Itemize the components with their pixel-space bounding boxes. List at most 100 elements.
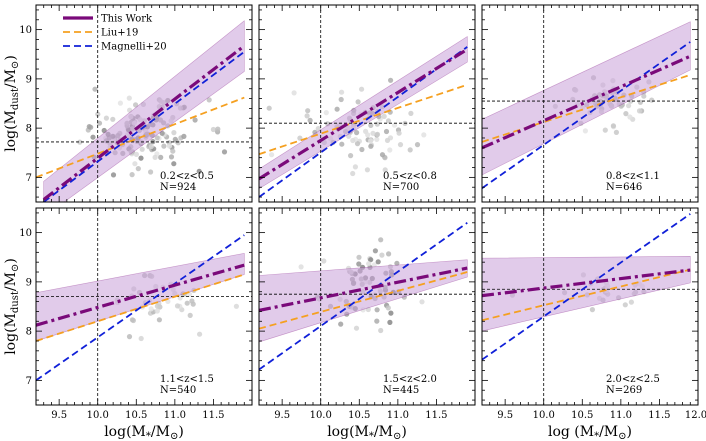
x-axis-label: log(M*/M⊙)	[104, 424, 184, 441]
panel-count-label: N=646	[606, 182, 642, 193]
data-point	[129, 172, 135, 178]
x-tick-label: 9.5	[51, 410, 67, 421]
data-point	[148, 143, 154, 150]
x-tick-label: 10.5	[571, 410, 593, 421]
y-tick-label: 10	[19, 25, 32, 36]
data-point	[152, 154, 158, 160]
y-tick-label: 7	[26, 376, 32, 387]
data-point	[356, 254, 362, 260]
data-point	[374, 318, 380, 324]
data-point	[636, 108, 643, 114]
panel-plot-area	[36, 208, 252, 405]
data-point	[170, 148, 176, 154]
magnelli20-line	[36, 234, 245, 382]
data-point	[364, 167, 370, 173]
x-tick-label: 10.0	[533, 410, 555, 421]
data-point	[387, 147, 393, 153]
data-point	[414, 142, 421, 148]
this-work-confidence-band	[482, 21, 691, 176]
data-point	[197, 331, 203, 337]
data-point	[338, 96, 344, 103]
data-point	[421, 132, 427, 138]
data-point	[92, 86, 98, 92]
data-point	[386, 251, 392, 257]
data-point	[353, 325, 360, 331]
panel-redshift-label: 0.8<z<1.1	[606, 171, 660, 182]
panel-3: 0.8<z<1.1N=646	[481, 4, 699, 203]
liu19-line	[482, 268, 691, 322]
this-work-line	[42, 44, 246, 201]
panel-count-label: N=700	[383, 182, 419, 193]
data-point	[388, 77, 394, 83]
x-tick-label: 11.5	[648, 410, 670, 421]
this-work-line	[482, 268, 691, 298]
data-point	[156, 317, 162, 323]
data-point	[397, 142, 404, 148]
x-tick-label: 11.0	[610, 410, 632, 421]
data-point	[315, 126, 321, 132]
data-point	[138, 335, 144, 342]
data-point	[381, 113, 387, 119]
data-point	[388, 310, 394, 316]
data-point	[627, 114, 633, 120]
data-point	[103, 115, 109, 121]
y-axis-label: log(Mdust/M⊙)	[3, 258, 21, 355]
data-point	[221, 149, 228, 155]
data-point	[192, 117, 198, 123]
y-tick-label: 8	[26, 124, 32, 135]
data-point	[374, 307, 380, 313]
data-point	[154, 303, 160, 309]
data-point	[323, 110, 329, 116]
data-point	[135, 166, 141, 172]
data-point	[613, 129, 620, 135]
panel-redshift-label: 0.2<z<0.5	[160, 171, 214, 182]
data-point	[419, 299, 425, 305]
data-point	[95, 111, 101, 117]
data-point	[368, 138, 374, 144]
data-point	[602, 127, 608, 133]
data-point	[187, 312, 193, 318]
panel-plot-area	[36, 5, 252, 202]
data-point	[623, 111, 629, 117]
x-tick-label: 10.5	[125, 410, 147, 421]
data-point	[350, 170, 356, 177]
x-tick-label: 10.0	[310, 410, 332, 421]
data-point	[148, 306, 154, 312]
data-point	[138, 155, 144, 161]
data-point	[291, 90, 297, 96]
data-point	[174, 303, 181, 309]
data-point	[233, 303, 239, 309]
data-point	[352, 164, 358, 170]
data-point	[96, 120, 103, 126]
this-work-line	[482, 54, 691, 150]
panel-plot-area	[259, 5, 475, 202]
data-point	[339, 141, 345, 147]
panel-redshift-label: 0.5<z<0.8	[383, 171, 437, 182]
data-point	[129, 317, 135, 323]
liu19-line	[36, 273, 245, 342]
data-point	[356, 261, 362, 267]
x-tick-label: 11.0	[164, 410, 186, 421]
data-point	[154, 135, 160, 141]
data-point	[210, 126, 216, 133]
data-point	[628, 299, 635, 305]
data-point	[126, 95, 132, 101]
data-point	[385, 305, 391, 311]
data-point	[610, 123, 617, 129]
data-point	[378, 237, 384, 243]
liu19-line	[482, 74, 691, 143]
data-point	[379, 152, 386, 158]
data-point	[168, 154, 175, 160]
data-point	[366, 261, 372, 267]
data-point	[77, 139, 83, 145]
data-point	[355, 99, 361, 105]
data-point	[171, 161, 177, 167]
data-point	[90, 134, 96, 140]
data-point	[334, 106, 340, 112]
y-tick-label: 9	[26, 74, 32, 85]
panel-1: 7 8 9 10 0.2<z<0.5N=924	[19, 4, 253, 203]
data-point	[641, 93, 647, 99]
data-point	[175, 140, 181, 146]
panel-count-label: N=445	[383, 385, 419, 396]
